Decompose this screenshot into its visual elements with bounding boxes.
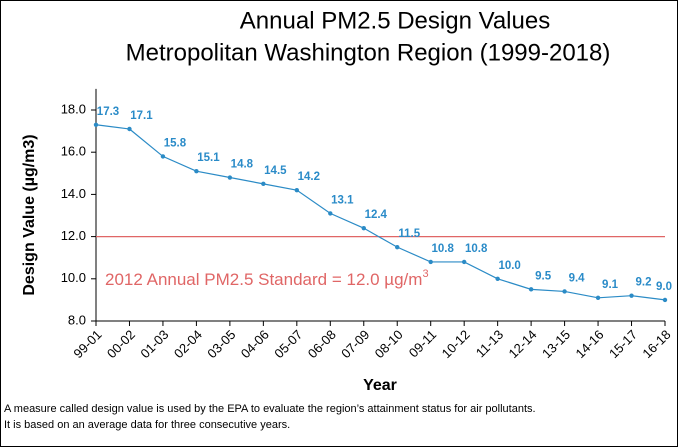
data-point xyxy=(160,154,166,159)
data-label: 9.4 xyxy=(569,272,586,284)
x-tick-label: 06-08 xyxy=(305,327,339,361)
y-tick-label: 8.0 xyxy=(68,312,86,327)
y-tick-label: 12.0 xyxy=(61,228,86,243)
x-tick-label: 07-09 xyxy=(338,327,372,361)
data-point xyxy=(261,181,266,187)
annotation-text: 2012 Annual PM2.5 Standard = 12.0 µg/m xyxy=(105,270,422,289)
x-tick-label: 09-11 xyxy=(406,327,439,360)
data-point xyxy=(93,122,99,127)
x-tick-label: 01-03 xyxy=(137,327,171,361)
data-label: 9.1 xyxy=(602,279,619,291)
x-tick-label: 00-02 xyxy=(104,327,138,361)
y-tick-label: 16.0 xyxy=(61,144,86,159)
series-line xyxy=(95,124,666,301)
x-tick-label: 02-04 xyxy=(171,327,205,361)
x-tick-label: 16-18 xyxy=(639,327,673,361)
x-axis-label: Year xyxy=(363,377,397,394)
reference-annotation: 2012 Annual PM2.5 Standard = 12.0 µg/m3 xyxy=(105,268,429,290)
x-tick-label: 08-10 xyxy=(372,327,406,361)
data-label: 14.8 xyxy=(231,159,254,171)
data-label: 9.2 xyxy=(636,277,652,289)
data-label: 15.8 xyxy=(164,137,187,149)
chart-title: Metropolitan Washington Region (1999-201… xyxy=(126,39,611,66)
y-tick-label: 14.0 xyxy=(61,186,86,201)
x-tick-label: 10-12 xyxy=(439,327,473,361)
y-tick-label: 18.0 xyxy=(61,101,86,116)
footnote: It is based on an average data for three… xyxy=(4,419,290,431)
x-tick-label: 15-17 xyxy=(606,327,640,361)
data-label: 9.5 xyxy=(535,270,552,282)
data-point xyxy=(227,175,233,180)
x-tick-label: 12-14 xyxy=(506,327,540,361)
data-label: 9.0 xyxy=(656,281,672,293)
data-point xyxy=(294,187,300,193)
data-point xyxy=(194,168,199,174)
x-tick-label: 13-15 xyxy=(539,327,573,361)
data-label: 10.8 xyxy=(465,243,488,255)
data-point xyxy=(395,244,400,250)
footnote: A measure called design value is used by… xyxy=(4,403,536,415)
data-point xyxy=(595,295,601,300)
data-point xyxy=(127,126,132,132)
annotation-superscript: 3 xyxy=(422,268,428,280)
data-point xyxy=(629,293,634,298)
data-label: 15.1 xyxy=(197,152,220,164)
data-point xyxy=(361,225,366,231)
data-label: 10.8 xyxy=(432,243,455,255)
x-tick-label: 04-06 xyxy=(238,327,272,361)
data-label: 13.1 xyxy=(331,194,354,206)
data-label: 14.5 xyxy=(264,165,287,177)
y-tick-label: 10.0 xyxy=(61,270,86,285)
x-tick-label: 14-16 xyxy=(572,327,606,361)
x-tick-label: 99-01 xyxy=(70,327,104,361)
chart-title: Annual PM2.5 Design Values xyxy=(240,7,550,34)
data-point xyxy=(662,297,668,303)
data-label: 10.0 xyxy=(498,260,520,272)
data-label: 12.4 xyxy=(365,209,388,221)
data-label: 11.5 xyxy=(398,228,420,240)
data-label: 17.1 xyxy=(130,110,153,122)
data-point xyxy=(328,211,333,216)
data-point xyxy=(562,289,567,294)
data-point xyxy=(495,276,500,281)
x-tick-label: 11-13 xyxy=(473,327,506,360)
x-tick-label: 03-05 xyxy=(204,327,238,361)
data-point xyxy=(461,259,467,265)
y-axis-label: Design Value (µg/m3) xyxy=(21,134,38,295)
data-point xyxy=(428,259,433,265)
data-point xyxy=(528,287,534,292)
x-tick-label: 05-07 xyxy=(271,327,305,361)
data-label: 17.3 xyxy=(97,106,119,118)
data-label: 14.2 xyxy=(298,171,320,183)
